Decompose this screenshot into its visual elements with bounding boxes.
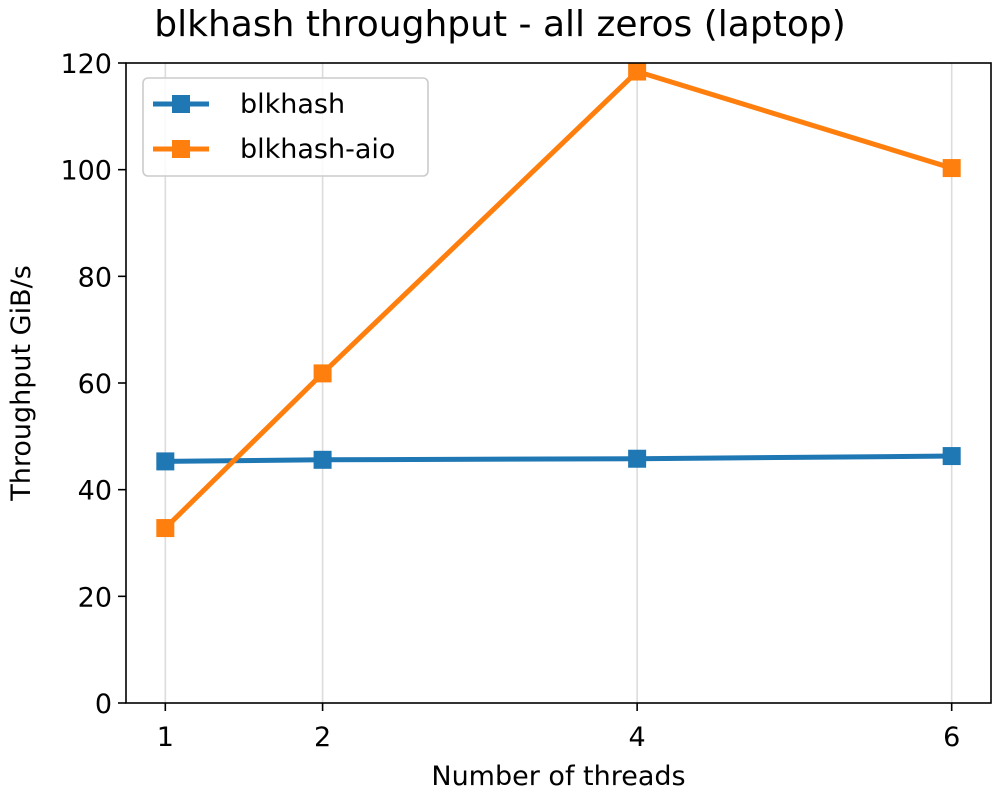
y-tick-label: 80: [78, 262, 112, 293]
y-tick-label: 40: [78, 476, 112, 507]
series-blkhash-aio: [156, 62, 961, 538]
x-axis-ticks: 1 2 4 6: [157, 703, 960, 753]
data-point-marker: [313, 450, 332, 469]
chart-title: blkhash throughput - all zeros (laptop): [154, 4, 846, 45]
data-point-marker: [942, 159, 961, 178]
data-point-marker: [628, 449, 647, 468]
y-axis-label: Throughput GiB/s: [6, 265, 37, 502]
x-tick-label: 4: [629, 722, 646, 753]
series-line: [161, 69, 955, 532]
y-tick-label: 0: [95, 689, 112, 720]
x-axis-label: Number of threads: [431, 761, 685, 792]
legend-item: blkhash: [153, 89, 345, 120]
data-point-marker: [156, 452, 175, 471]
legend-label: blkhash-aio: [240, 134, 395, 165]
y-tick-label: 100: [60, 156, 112, 187]
y-tick-label: 20: [78, 582, 112, 613]
legend-swatch-marker: [172, 95, 190, 113]
y-tick-label: 60: [78, 369, 112, 400]
legend-label: blkhash: [240, 89, 345, 120]
y-axis-ticks: 0 20 40 60 80 100 120: [60, 49, 126, 720]
series-blkhash: [156, 447, 961, 471]
legend: blkhash blkhash-aio: [142, 77, 429, 177]
legend-swatch-marker: [172, 140, 190, 158]
x-tick-label: 2: [314, 722, 331, 753]
data-point-marker: [628, 62, 647, 81]
data-point-marker: [313, 364, 332, 383]
legend-box: [142, 77, 429, 177]
series-layer: [156, 62, 961, 538]
y-tick-label: 120: [60, 49, 112, 80]
data-point-marker: [156, 519, 175, 538]
series-line: [162, 453, 955, 464]
x-tick-label: 6: [943, 722, 960, 753]
data-point-marker: [942, 447, 961, 466]
legend-item: blkhash-aio: [153, 134, 395, 165]
x-tick-label: 1: [157, 722, 174, 753]
